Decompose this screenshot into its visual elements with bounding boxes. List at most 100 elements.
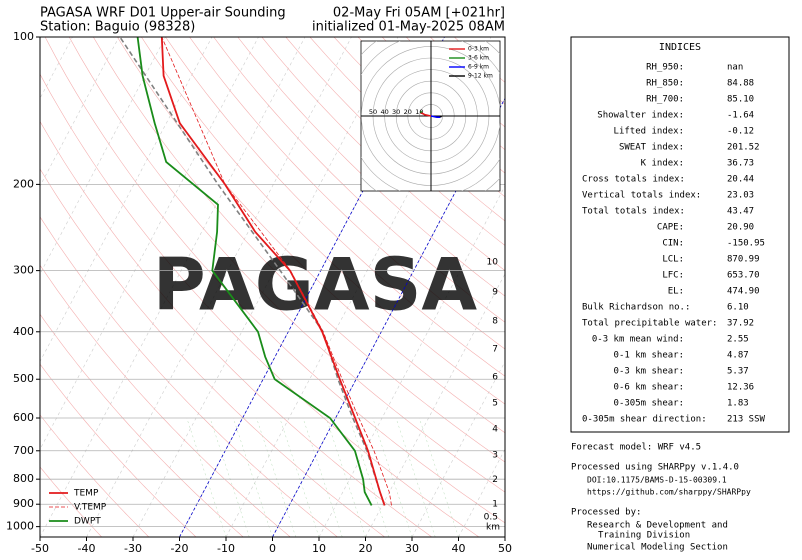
legend-label: DWPT <box>74 517 101 527</box>
index-label: RH_950: <box>646 63 684 73</box>
plot-area <box>119 37 392 506</box>
mixing-ratio <box>256 417 296 537</box>
height-label: 8 <box>492 316 498 326</box>
hodograph: 50 40 30 20 10 <box>361 41 500 191</box>
x-tick-label: -30 <box>124 542 142 555</box>
dry-adiabat <box>165 37 505 377</box>
index-label: LFC: <box>662 271 684 281</box>
legend-label: TEMP <box>73 489 99 499</box>
index-value: 85.10 <box>727 95 754 105</box>
title: PAGASA WRF D01 Upper-air Sounding <box>40 6 286 21</box>
index-value: 20.90 <box>727 223 754 233</box>
index-label: Showalter index: <box>597 111 684 121</box>
x-tick-label: -40 <box>78 542 96 555</box>
index-label: LCL: <box>662 255 684 265</box>
x-tick-label: 40 <box>452 542 466 555</box>
mixing-ratio <box>186 417 227 537</box>
index-value: 4.87 <box>727 351 749 361</box>
index-value: 213 SSW <box>727 415 766 425</box>
index-label: 0-3 km mean wind: <box>592 335 684 345</box>
index-label: Bulk Richardson no.: <box>582 303 690 313</box>
mixing-ratio <box>209 417 250 537</box>
dry-adiabat <box>40 466 102 537</box>
profile-line <box>136 37 373 506</box>
index-value: 37.92 <box>727 319 754 329</box>
height-label: 5 <box>492 398 498 408</box>
hodograph-ring-label: 10 <box>415 108 423 116</box>
indices-box <box>570 36 790 433</box>
footer-processed: Processed using SHARPpy v.1.4.0 <box>571 463 739 473</box>
profile-line <box>161 37 392 506</box>
height-label: 3 <box>492 450 498 460</box>
height-label: 7 <box>492 345 498 355</box>
isotherm <box>132 37 399 537</box>
mixing-ratio <box>302 417 343 537</box>
profile-line <box>160 37 386 506</box>
footer-org: Numerical Modeling Section <box>587 543 728 553</box>
isotherm <box>40 37 259 450</box>
hodograph-ring-label: 30 <box>392 108 400 116</box>
x-tick-label: -10 <box>217 542 235 555</box>
mixing-ratio <box>233 417 273 537</box>
legend-label: V.TEMP <box>74 503 107 513</box>
height-label: 1 <box>492 499 498 509</box>
y-tick-label: 200 <box>13 177 34 190</box>
x-tick-label: -50 <box>31 542 49 555</box>
index-label: Total totals index: <box>582 207 685 217</box>
footer-org: Research & Development and <box>587 521 728 531</box>
subtitle: Station: Baguio (98328) <box>40 20 195 35</box>
index-value: 20.44 <box>727 175 754 185</box>
height-label: 6 <box>492 373 498 383</box>
height-label: 9 <box>492 288 498 298</box>
mixing-ratio <box>279 417 320 537</box>
index-label: EL: <box>668 287 684 297</box>
index-label: Total precipitable water: <box>582 319 717 329</box>
index-label: RH_700: <box>646 95 684 105</box>
index-value: nan <box>727 63 743 73</box>
hodograph-trace <box>419 110 423 114</box>
x-tick-label: 0 <box>269 542 276 555</box>
index-value: 43.47 <box>727 207 754 217</box>
isotherm <box>365 273 505 537</box>
indices-title: INDICES <box>659 42 701 53</box>
y-tick-label: 300 <box>13 264 34 277</box>
x-tick-label: 50 <box>498 542 512 555</box>
dry-adiabat <box>44 37 505 524</box>
footer-model: Forecast model: WRF v4.5 <box>571 443 701 453</box>
index-label: Lifted index: <box>614 127 684 137</box>
index-value: 1.83 <box>727 399 749 409</box>
index-label: 0-3 km shear: <box>614 367 684 377</box>
dry-adiabat <box>40 120 432 537</box>
height-unit: km <box>486 523 500 533</box>
index-label: RH_850: <box>646 79 684 89</box>
dry-adiabat <box>189 37 505 350</box>
index-label: CAPE: <box>657 223 684 233</box>
dry-adiabat <box>40 363 197 537</box>
mixing-ratio <box>372 417 413 537</box>
x-tick-label: -20 <box>171 542 189 555</box>
dry-adiabat <box>93 37 505 463</box>
index-label: K index: <box>641 159 684 169</box>
isotherm <box>40 37 306 537</box>
index-value: -1.64 <box>727 111 754 121</box>
dry-adiabat <box>141 37 505 405</box>
index-value: 23.03 <box>727 191 754 201</box>
mixing-ratio <box>395 417 436 537</box>
index-label: Cross totals index: <box>582 175 685 185</box>
index-value: -0.12 <box>727 127 754 137</box>
height-label: 2 <box>492 475 498 485</box>
hodograph-legend-label: 3-6 km <box>468 55 489 62</box>
index-label: 0-6 km shear: <box>614 383 684 393</box>
dry-adiabat <box>213 37 505 323</box>
footer-by: Processed by: <box>571 508 641 518</box>
hodograph-trace <box>420 111 432 117</box>
isotherm <box>86 37 352 537</box>
index-value: 653.70 <box>727 271 760 281</box>
hodograph-legend-label: 6-9 km <box>468 64 489 71</box>
dry-adiabat <box>40 313 244 537</box>
hodograph-ring-label: 50 <box>369 108 377 116</box>
index-label: SWEAT index: <box>619 143 684 153</box>
dry-adiabat <box>68 37 505 493</box>
hodograph-legend: 0-3 km 3-6 km 6-9 km 9-12 km <box>449 46 493 80</box>
